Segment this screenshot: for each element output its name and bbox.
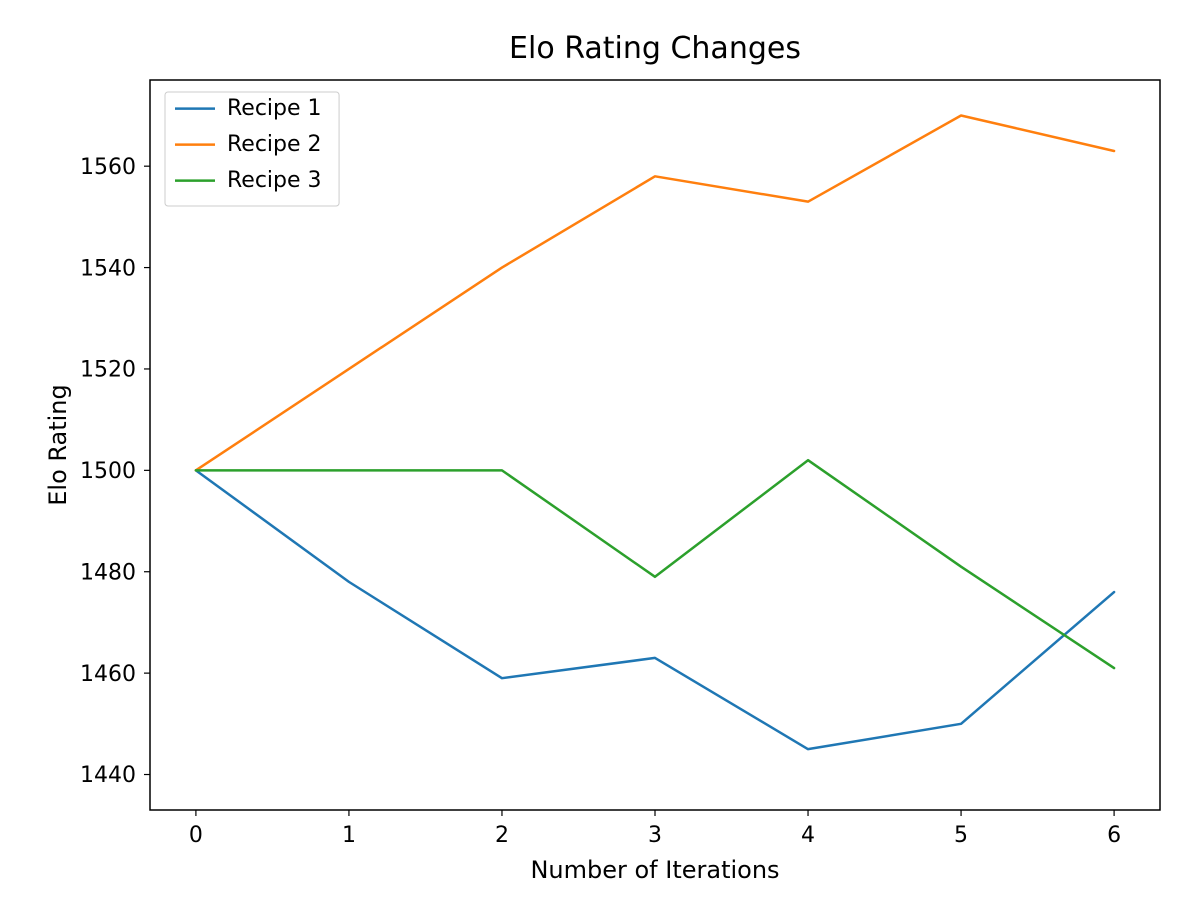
x-tick-label: 2 bbox=[495, 823, 509, 848]
y-tick-label: 1440 bbox=[80, 763, 136, 788]
series-line bbox=[196, 470, 1114, 749]
x-tick-label: 3 bbox=[648, 823, 662, 848]
legend: Recipe 1 Recipe 2 Recipe 3 bbox=[165, 92, 339, 206]
x-tick-label: 0 bbox=[189, 823, 203, 848]
legend-label: Recipe 3 bbox=[227, 168, 322, 193]
x-tick-label: 1 bbox=[342, 823, 356, 848]
y-tick-label: 1480 bbox=[80, 560, 136, 585]
legend-label: Recipe 2 bbox=[227, 132, 322, 157]
y-tick-label: 1560 bbox=[80, 155, 136, 180]
y-tick-label: 1520 bbox=[80, 358, 136, 383]
line-chart: 0 1 2 3 4 5 6 1440 1460 1480 1500 1520 1540 1560 Elo R… bbox=[0, 0, 1200, 910]
legend-label: Recipe 1 bbox=[227, 96, 322, 121]
y-tick-label: 1500 bbox=[80, 459, 136, 484]
x-tick-label: 4 bbox=[801, 823, 815, 848]
chart-title: Elo Rating Changes bbox=[509, 31, 801, 66]
chart-container: 0 1 2 3 4 5 6 1440 1460 1480 1500 1520 1540 1560 Elo R… bbox=[0, 0, 1200, 910]
y-axis-label: Elo Rating bbox=[44, 384, 72, 506]
x-axis-label: Number of Iterations bbox=[530, 856, 779, 884]
x-tick-label: 6 bbox=[1107, 823, 1121, 848]
series-line bbox=[196, 460, 1114, 668]
y-tick-label: 1460 bbox=[80, 662, 136, 687]
x-tick-label: 5 bbox=[954, 823, 968, 848]
y-tick-label: 1540 bbox=[80, 256, 136, 281]
